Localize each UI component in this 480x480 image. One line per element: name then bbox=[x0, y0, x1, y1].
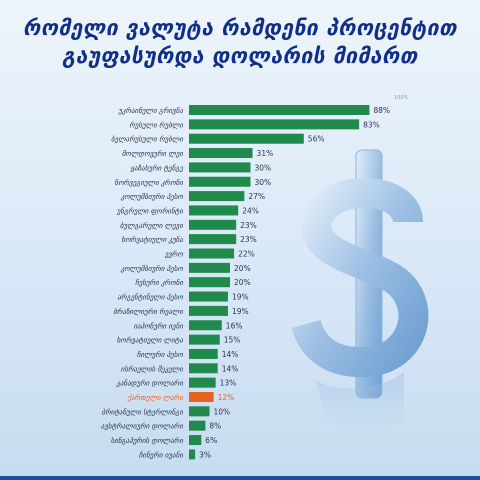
category-label: მოლდოვური ლეი bbox=[122, 149, 184, 158]
value-label: 16% bbox=[226, 321, 243, 330]
x-axis: 100% bbox=[394, 95, 409, 101]
dollar-sign-icon bbox=[291, 149, 429, 431]
bar bbox=[189, 277, 230, 288]
category-label: ჩინური იუანი bbox=[139, 450, 184, 459]
bar bbox=[189, 377, 216, 388]
bar bbox=[189, 119, 360, 130]
category-label: ნორვეგიული კრონი bbox=[115, 178, 184, 187]
bottom-stripe bbox=[0, 476, 480, 480]
value-label: 10% bbox=[214, 407, 231, 416]
bar bbox=[189, 435, 202, 446]
category-label: ქართული ლარი bbox=[127, 393, 184, 402]
value-label: 15% bbox=[224, 336, 241, 345]
bar bbox=[189, 363, 218, 374]
category-label: ისრაელის შეკელი bbox=[121, 364, 184, 373]
category-label: ბრიტანული სტერლინგი bbox=[102, 407, 184, 416]
category-label: კანადური დოლარი bbox=[115, 379, 183, 388]
bar bbox=[189, 291, 228, 302]
category-label: ავსტრალიური დოლარი bbox=[101, 422, 183, 431]
value-label: 30% bbox=[255, 178, 272, 187]
bars bbox=[189, 105, 370, 460]
value-labels: 88% 83% 56% 31% 30% 30% 27% 24% 23% 23% 22% 20% 20% 1… bbox=[199, 106, 390, 459]
title-line-1: რომელი ვალუტა რამდენი პროცენტით bbox=[23, 16, 457, 40]
value-label: 56% bbox=[308, 135, 325, 144]
category-label: ჩეხური კრონი bbox=[135, 278, 183, 287]
bar bbox=[189, 406, 210, 417]
value-label: 14% bbox=[222, 364, 239, 373]
bar bbox=[189, 148, 253, 159]
bar bbox=[189, 262, 230, 273]
value-label: 6% bbox=[205, 436, 217, 445]
bar bbox=[189, 334, 220, 345]
category-label: იაპონური იენი bbox=[134, 321, 184, 330]
value-label: 20% bbox=[234, 278, 251, 287]
category-label: ჩილური პესო bbox=[137, 350, 184, 359]
category-label: სინგაპურის დოლარი bbox=[111, 436, 184, 445]
bar bbox=[189, 320, 222, 331]
category-label: ევრო bbox=[164, 250, 184, 259]
bar bbox=[189, 234, 237, 245]
bar bbox=[189, 133, 304, 144]
value-label: 8% bbox=[209, 422, 221, 431]
value-label: 12% bbox=[218, 393, 235, 402]
category-labels: უკრაინული გრივნა რუსული რუბლი ბელარუსული რ… bbox=[101, 106, 184, 459]
value-label: 27% bbox=[248, 192, 265, 201]
category-label: ხორვატიული ლიტა bbox=[117, 336, 184, 345]
bar bbox=[189, 248, 235, 259]
bar bbox=[189, 305, 228, 316]
value-label: 31% bbox=[257, 149, 274, 158]
bar bbox=[189, 105, 370, 115]
value-label: 83% bbox=[363, 120, 380, 129]
bar bbox=[189, 449, 196, 460]
bar bbox=[189, 176, 251, 187]
value-label: 22% bbox=[238, 250, 255, 259]
bar bbox=[189, 162, 251, 173]
category-label: რუსული რუბლი bbox=[129, 120, 183, 129]
value-label: 19% bbox=[232, 293, 249, 302]
value-label: 3% bbox=[199, 450, 211, 459]
bar bbox=[189, 219, 237, 230]
value-label: 19% bbox=[232, 307, 249, 316]
value-label: 13% bbox=[220, 379, 237, 388]
value-label: 20% bbox=[234, 264, 251, 273]
axis-max-label: 100% bbox=[394, 95, 409, 101]
category-label: უკრაინული გრივნა bbox=[117, 106, 183, 115]
chart-title: რომელი ვალუტა რამდენი პროცენტით გაუფასურ… bbox=[0, 14, 480, 70]
value-label: 14% bbox=[222, 350, 239, 359]
category-label: ბულგარული ლევი bbox=[120, 221, 183, 230]
bar bbox=[189, 420, 206, 431]
category-label: უნგრული ფორინტი bbox=[116, 206, 184, 215]
title-line-2: გაუფასურდა დოლარის მიმართ bbox=[62, 44, 418, 68]
category-label: ბრაზილიური რეალი bbox=[113, 307, 183, 316]
value-label: 30% bbox=[255, 163, 272, 172]
value-label: 23% bbox=[240, 235, 257, 244]
bar bbox=[189, 191, 245, 202]
category-label: არგენტინული პესო bbox=[118, 293, 184, 302]
value-label: 24% bbox=[242, 206, 259, 215]
bar bbox=[189, 205, 239, 216]
category-label: ბელარუსული რუბლი bbox=[111, 135, 183, 144]
value-label: 88% bbox=[373, 106, 390, 115]
value-label: 23% bbox=[240, 221, 257, 230]
category-label: ყაზახური ტენგე bbox=[130, 163, 184, 172]
bar bbox=[189, 348, 218, 359]
category-label: კოლუმბიური პესო bbox=[120, 192, 184, 201]
category-label: კოლუმბიური პესო bbox=[120, 264, 184, 273]
category-label: ხორვატიული კუნა bbox=[122, 235, 184, 244]
bar bbox=[189, 392, 214, 402]
